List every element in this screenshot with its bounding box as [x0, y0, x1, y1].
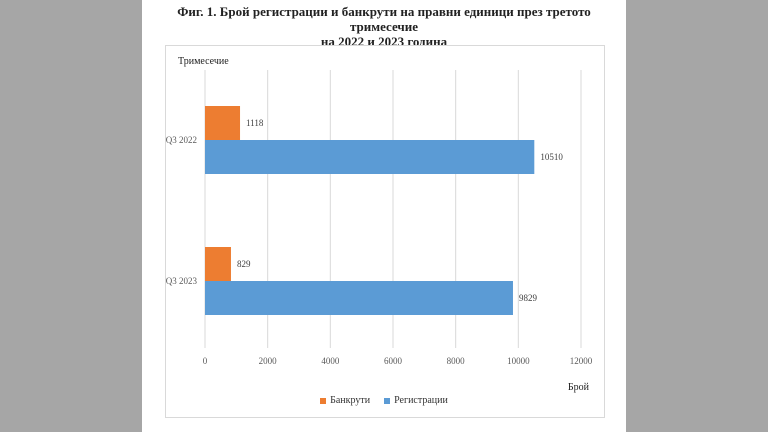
y-axis-title: Тримесечие — [178, 56, 229, 67]
x-axis-title: Брой — [568, 382, 590, 393]
x-tick-label: 10000 — [507, 356, 530, 366]
legend-swatch-registrations — [384, 397, 391, 404]
legend: Банкрути Регистрации — [142, 395, 626, 406]
legend-label-registrations: Регистрации — [394, 395, 448, 406]
x-tick-label: 0 — [203, 356, 208, 366]
x-tick-label: 6000 — [384, 356, 403, 366]
x-tick-label: 2000 — [259, 356, 278, 366]
data-label: 1118 — [246, 118, 264, 128]
bar-registrations — [205, 281, 513, 315]
y-tick-label: Q3 2022 — [166, 135, 197, 145]
x-tick-label: 4000 — [321, 356, 340, 366]
legend-swatch-bankruptcies — [320, 397, 327, 404]
bar-registrations — [205, 140, 535, 174]
legend-item-registrations: Регистрации — [384, 395, 448, 406]
bar-chart: 0 2000 4000 6000 8000 10000 12000 Тримесечие Бро… — [166, 56, 593, 393]
bar-bankruptcies — [205, 247, 231, 281]
data-label: 829 — [237, 259, 251, 269]
y-tick-label: Q3 2023 — [166, 276, 198, 286]
legend-label-bankruptcies: Банкрути — [330, 395, 371, 406]
figure-title-line-1: Фиг. 1. Брой регистрации и банкрути на п… — [177, 4, 591, 34]
data-label: 9829 — [519, 293, 538, 303]
x-tick-label: 8000 — [447, 356, 466, 366]
page: Фиг. 1. Брой регистрации и банкрути на п… — [142, 0, 626, 432]
bar-bankruptcies — [205, 106, 241, 140]
x-tick-label: 12000 — [570, 356, 593, 366]
data-label: 10510 — [540, 152, 563, 162]
legend-item-bankruptcies: Банкрути — [320, 395, 370, 406]
